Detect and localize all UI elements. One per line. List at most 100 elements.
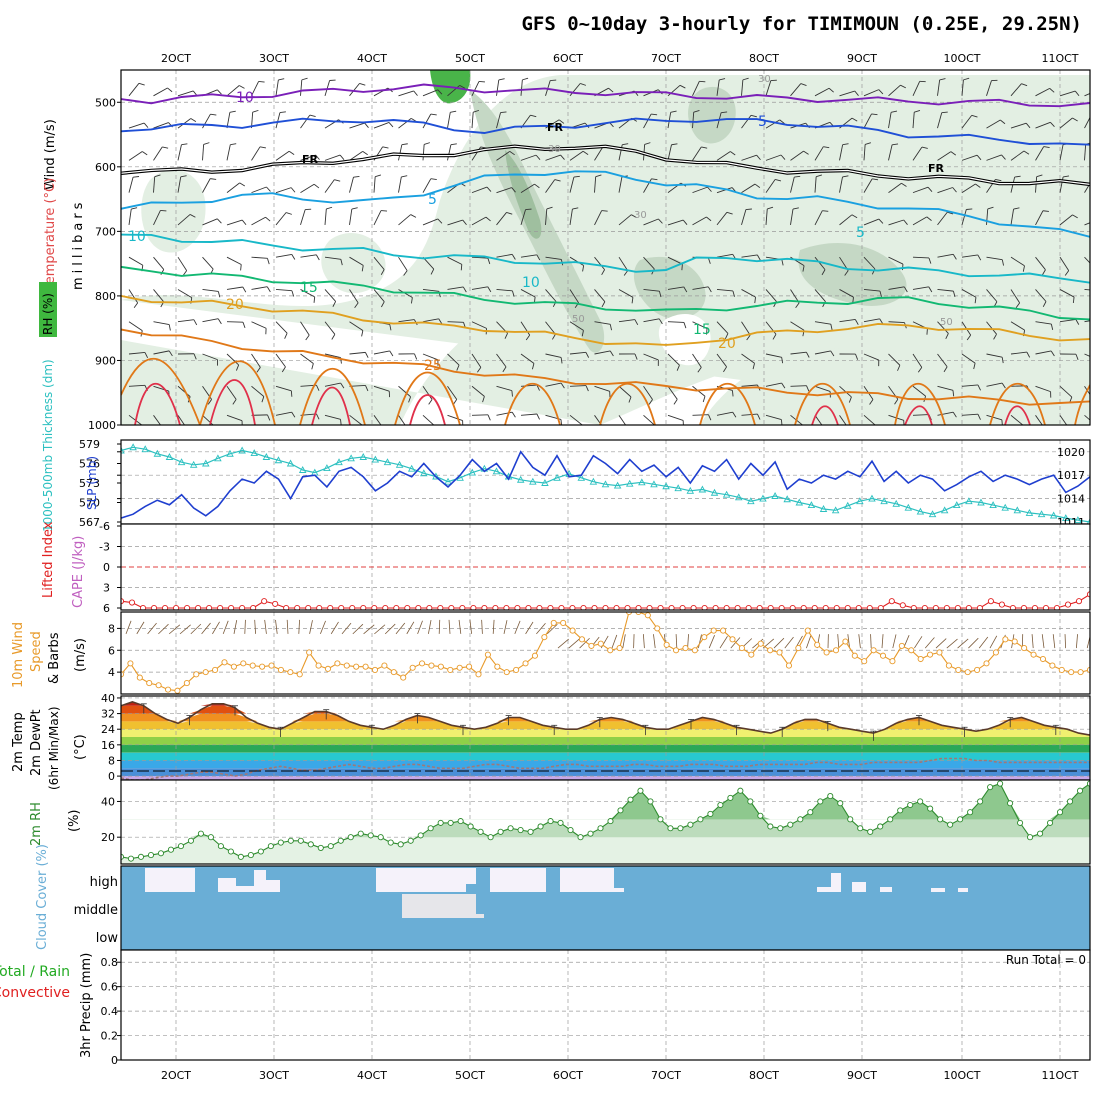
contour-label: 30 — [634, 210, 647, 221]
lifted-index-marker — [404, 604, 411, 610]
wind-barb — [863, 289, 880, 292]
wind-barb — [937, 353, 948, 368]
lifted-index-marker — [128, 599, 136, 606]
rh-shading — [121, 70, 1090, 425]
wind-barb — [471, 256, 488, 259]
wind-barb — [422, 218, 439, 226]
wind-barb-flag — [279, 111, 286, 114]
wind-barb-flag — [504, 333, 508, 339]
wind-barb-flag — [726, 211, 733, 215]
rh2m-marker — [197, 830, 204, 837]
lifted-index-marker — [646, 604, 653, 610]
wind10m-marker — [927, 651, 934, 658]
wind10m-marker — [560, 619, 567, 626]
wind-barb — [349, 321, 364, 331]
wind-barb-flag — [487, 286, 492, 293]
wind-barb-flag — [1072, 117, 1078, 122]
lifted-index-marker — [932, 604, 939, 610]
temp-contour — [121, 117, 1090, 146]
wind-barb-flag — [456, 364, 460, 371]
wind-barb — [300, 254, 317, 258]
wind10m-barb — [222, 620, 229, 635]
wind-barb — [153, 87, 168, 97]
wind10m-marker — [240, 660, 247, 667]
wind-barb — [863, 353, 879, 361]
wind-barb-flag — [259, 146, 266, 149]
wind10m-barb — [212, 621, 220, 635]
wind-barb-flag — [485, 216, 491, 222]
wind-barb — [839, 415, 847, 425]
thickness-marker — [892, 499, 900, 507]
wind-barb — [422, 414, 435, 425]
wind-barb-flag — [801, 425, 803, 431]
axis-tick-label: 16 — [101, 739, 115, 752]
wind-barb-flag — [309, 114, 316, 117]
wind-barb-flag — [190, 118, 197, 123]
warm-arc-30 — [409, 394, 446, 425]
thickness-marker — [965, 497, 973, 505]
lifted-index-marker — [712, 604, 719, 610]
wind-barb — [790, 176, 795, 193]
wind-barb-flag — [473, 109, 480, 113]
rh2m-marker — [1086, 780, 1090, 787]
wind10m-marker — [531, 652, 538, 659]
ylabel-rh: RH (%) — [41, 293, 55, 335]
wind-barb-flag — [634, 319, 639, 326]
wind-barb — [986, 353, 1003, 358]
wind-barb — [373, 289, 385, 303]
wind-barb — [300, 321, 310, 336]
wind-barb-flag — [974, 297, 977, 304]
wind-barb-flag — [316, 385, 320, 391]
ylabel-precip-mm: 3hr Precip (mm) — [79, 953, 94, 1058]
wind-barb-flag — [437, 89, 443, 95]
wind-barb — [300, 183, 315, 194]
wind-barb-flag — [746, 334, 751, 341]
wind-barb-flag — [498, 78, 505, 81]
wind10m-marker — [1058, 666, 1065, 673]
lifted-index-marker — [217, 604, 224, 610]
wind-barb-flag — [375, 174, 382, 178]
wind-barb — [545, 154, 561, 161]
rh2m-marker — [877, 823, 884, 830]
warm-arc-25 — [121, 358, 201, 425]
wind-barb-flag — [943, 366, 948, 373]
wind10m-barb — [125, 620, 132, 635]
upper-air-frame — [120, 69, 1091, 426]
wind-barb-flag — [730, 151, 736, 156]
wind-barb — [324, 321, 336, 335]
thickness-marker — [674, 484, 682, 492]
wind-barb — [986, 208, 989, 225]
wind-barb — [912, 353, 923, 368]
cloud-gap — [490, 868, 546, 892]
wind-barb-flag — [207, 399, 212, 405]
wind10m-barb — [233, 620, 238, 634]
cloud-gap — [831, 873, 841, 892]
bottom-date-label: 2OCT — [161, 1069, 191, 1082]
wind-barb-flag — [217, 291, 221, 298]
lifted-index-marker — [580, 604, 587, 610]
wind-barb-flag — [816, 174, 823, 178]
rh2m-marker — [607, 818, 614, 825]
rh2m-marker — [367, 832, 374, 839]
cloud-gap-middle — [402, 894, 476, 918]
temp-grid — [121, 696, 1090, 780]
rh2m-marker — [997, 780, 1004, 787]
wind-barb — [790, 209, 794, 225]
wind-barb — [741, 413, 758, 416]
wind10m-marker — [945, 662, 952, 669]
wind-barb-flag — [609, 324, 612, 331]
freezing-contour-inner — [121, 145, 1090, 185]
wind-barb — [398, 214, 411, 226]
wind-barb — [961, 183, 976, 194]
wind10m-barb — [708, 635, 715, 649]
wind-barb — [692, 146, 702, 161]
wind-barb — [471, 186, 488, 194]
wind-barb — [520, 289, 536, 298]
contour-label: 30 — [548, 144, 561, 155]
wind-barb — [594, 289, 606, 302]
wind10m-marker — [644, 612, 651, 619]
wind-barb — [814, 256, 826, 270]
warm-arc-25 — [699, 382, 756, 425]
thickness-marker — [371, 455, 380, 463]
rh2m-marker — [177, 843, 184, 850]
